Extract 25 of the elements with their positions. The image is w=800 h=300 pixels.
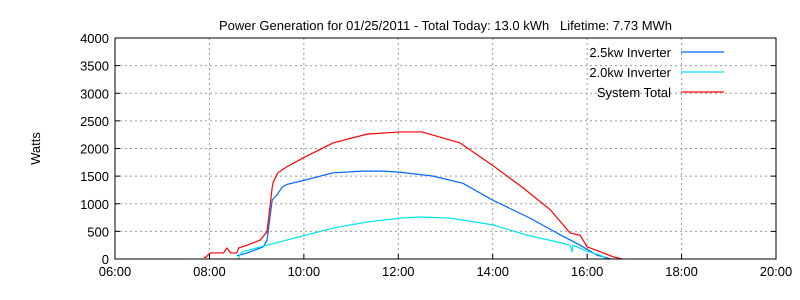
line-series — [236, 170, 612, 260]
y-tick-label: 0 — [102, 252, 109, 267]
legend-label: 2.0kw Inverter — [589, 65, 672, 80]
y-tick-label: 1000 — [80, 196, 109, 212]
y-tick-label: 1500 — [80, 169, 109, 184]
legend-label: System Total — [596, 85, 672, 100]
y-tick-label: 4000 — [80, 31, 109, 46]
y-tick-label: 3500 — [80, 58, 109, 74]
x-tick-label: 10:00 — [288, 264, 320, 279]
y-tick-label: 3000 — [80, 86, 109, 102]
x-tick-label: 20:00 — [760, 264, 792, 279]
x-tick-label: 06:00 — [98, 264, 132, 279]
x-tick-label: 08:00 — [193, 264, 226, 279]
y-axis-title: Watts — [28, 132, 43, 165]
y-tick-label: 2000 — [80, 142, 109, 156]
line-series — [203, 131, 623, 260]
legend-label: 2.5kw Inverter — [589, 45, 672, 60]
y-tick-label: 500 — [87, 224, 109, 240]
chart-title: Power Generation for 01/25/2011 - Total Today: 13.0 kWh Lifetime: 7.73 MWh — [218, 18, 672, 33]
line-series — [237, 216, 607, 260]
x-tick-label: 18:00 — [665, 264, 698, 279]
x-tick-label: 14:00 — [476, 264, 509, 279]
y-tick-label: 2500 — [80, 114, 109, 129]
x-tick-label: 16:00 — [570, 264, 604, 279]
x-tick-label: 12:00 — [382, 264, 415, 279]
